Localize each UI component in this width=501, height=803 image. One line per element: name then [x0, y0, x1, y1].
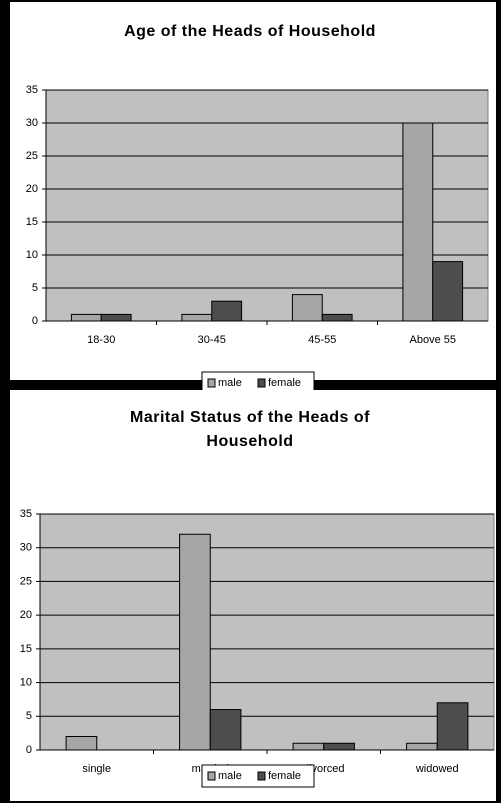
chart-title: Age of the Heads of Household	[124, 23, 376, 40]
x-tick-label: widowed	[415, 763, 459, 775]
legend-label: male	[218, 770, 242, 782]
legend-label: female	[268, 770, 301, 782]
bar	[179, 533, 211, 751]
y-tick-label: 10	[26, 249, 38, 261]
bar	[100, 313, 132, 322]
y-tick-label: 10	[20, 676, 32, 688]
bar	[292, 742, 325, 751]
bar	[65, 736, 98, 751]
y-tick-label: 25	[20, 575, 32, 587]
y-tick-label: 5	[32, 282, 38, 294]
y-tick-label: 15	[20, 643, 32, 655]
y-tick-label: 20	[20, 609, 32, 621]
bar	[211, 300, 243, 322]
legend-swatch	[207, 378, 216, 388]
legend-label: male	[218, 377, 242, 389]
y-tick-label: 0	[26, 744, 32, 756]
y-tick-label: 30	[26, 117, 38, 129]
legend-swatch	[257, 771, 266, 781]
bar	[321, 313, 353, 322]
bar	[436, 702, 469, 751]
chart-title: Marital Status of the Heads of Household	[130, 409, 370, 450]
bar	[209, 709, 242, 751]
bar	[406, 742, 438, 751]
bar	[323, 742, 355, 751]
x-tick-label: 30-45	[198, 334, 226, 346]
y-tick-label: 15	[26, 216, 38, 228]
y-tick-label: 5	[26, 710, 32, 722]
y-tick-label: 30	[20, 542, 32, 554]
bar	[402, 122, 434, 322]
title-box: Marital Status of the Heads of Household	[130, 409, 370, 450]
bar	[291, 294, 323, 322]
title-box: Age of the Heads of Household	[124, 23, 376, 40]
y-tick-label: 35	[20, 508, 32, 520]
x-tick-label: Above 55	[410, 334, 456, 346]
bar	[181, 313, 213, 322]
plot-area	[39, 513, 495, 751]
y-tick-label: 20	[26, 183, 38, 195]
y-tick-label: 25	[26, 150, 38, 162]
bar	[432, 261, 464, 322]
legend-swatch	[207, 771, 216, 781]
y-tick-label: 35	[26, 84, 38, 96]
x-tick-label: 45-55	[308, 334, 336, 346]
y-tick-label: 0	[32, 315, 38, 327]
x-tick-label: 18-30	[87, 334, 115, 346]
legend-swatch	[257, 378, 266, 388]
bar	[70, 313, 102, 322]
x-tick-label: single	[82, 763, 111, 775]
legend-label: female	[268, 377, 301, 389]
